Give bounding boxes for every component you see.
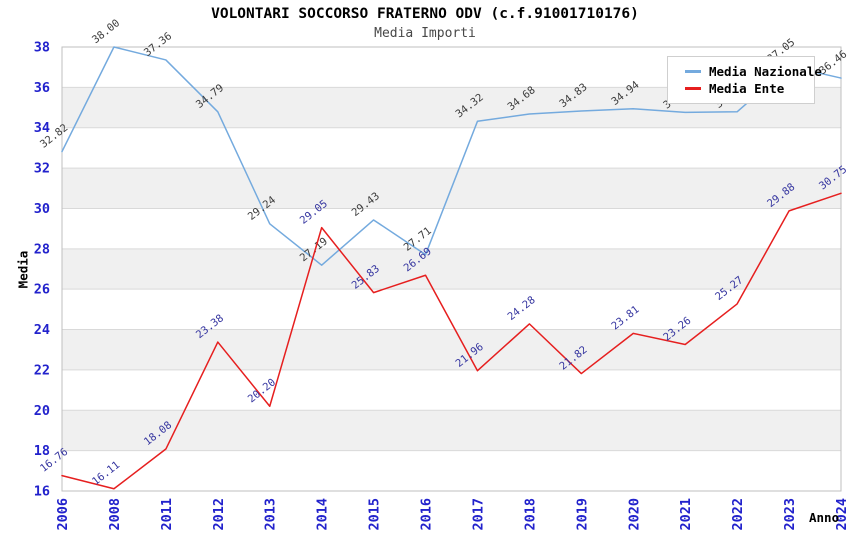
x-axis-title: Anno <box>809 510 840 525</box>
legend: Media Nazionale Media Ente <box>667 56 822 104</box>
x-tick-label: 2014 <box>315 498 331 531</box>
y-tick-label: 20 <box>34 403 50 419</box>
legend-label: Media Ente <box>709 81 785 96</box>
x-tick-label: 2024 <box>834 498 850 531</box>
background-band <box>62 410 841 451</box>
series-line-media-ente <box>61 192 842 490</box>
y-tick-label: 16 <box>34 484 50 500</box>
x-tick-label: 2006 <box>55 498 71 531</box>
x-tick-label: 2022 <box>730 498 746 531</box>
x-tick-label: 2012 <box>211 498 227 531</box>
x-tick-label: 2013 <box>263 498 279 531</box>
y-tick-label: 30 <box>34 201 50 217</box>
y-tick-label: 28 <box>34 241 50 257</box>
y-axis-title: Media <box>15 250 31 289</box>
x-tick-label: 2011 <box>159 498 175 531</box>
x-tick-label: 2019 <box>574 498 590 531</box>
y-tick-label: 38 <box>34 40 50 56</box>
background-band <box>62 208 841 249</box>
x-tick-label: 2023 <box>782 498 798 531</box>
background-band <box>62 329 841 370</box>
x-tick-label: 2018 <box>522 498 538 531</box>
y-tick-label: 24 <box>34 322 50 338</box>
x-tick-label: 2008 <box>107 498 123 531</box>
data-point-label: 38.00 <box>90 17 122 46</box>
y-tick-label: 22 <box>34 362 50 378</box>
y-tick-label: 36 <box>34 80 50 96</box>
y-tick-label: 34 <box>34 120 50 136</box>
x-tick-label: 2021 <box>678 498 694 531</box>
x-tick-label: 2015 <box>367 498 383 531</box>
background-band <box>62 248 841 290</box>
legend-item-media-ente: Media Ente <box>685 80 808 97</box>
chart-title: VOLONTARI SOCCORSO FRATERNO ODV (c.f.910… <box>211 6 639 22</box>
y-tick-label: 18 <box>34 443 50 459</box>
x-tick-label: 2020 <box>626 498 642 531</box>
legend-line-swatch-blue-icon <box>685 70 701 73</box>
legend-item-media-nazionale: Media Nazionale <box>685 63 822 80</box>
background-band <box>62 450 841 491</box>
background-band <box>62 127 841 169</box>
legend-line-swatch-red-icon <box>685 87 701 90</box>
legend-label: Media Nazionale <box>709 64 822 79</box>
x-tick-label: 2016 <box>419 498 435 531</box>
background-band <box>62 369 841 411</box>
series-line-media-nazionale <box>61 46 842 266</box>
x-tick-label: 2017 <box>470 498 486 531</box>
y-tick-label: 32 <box>34 161 50 177</box>
y-tick-label: 26 <box>34 282 50 298</box>
plot-border <box>61 46 842 492</box>
chart-subtitle: Media Importi <box>374 26 476 41</box>
